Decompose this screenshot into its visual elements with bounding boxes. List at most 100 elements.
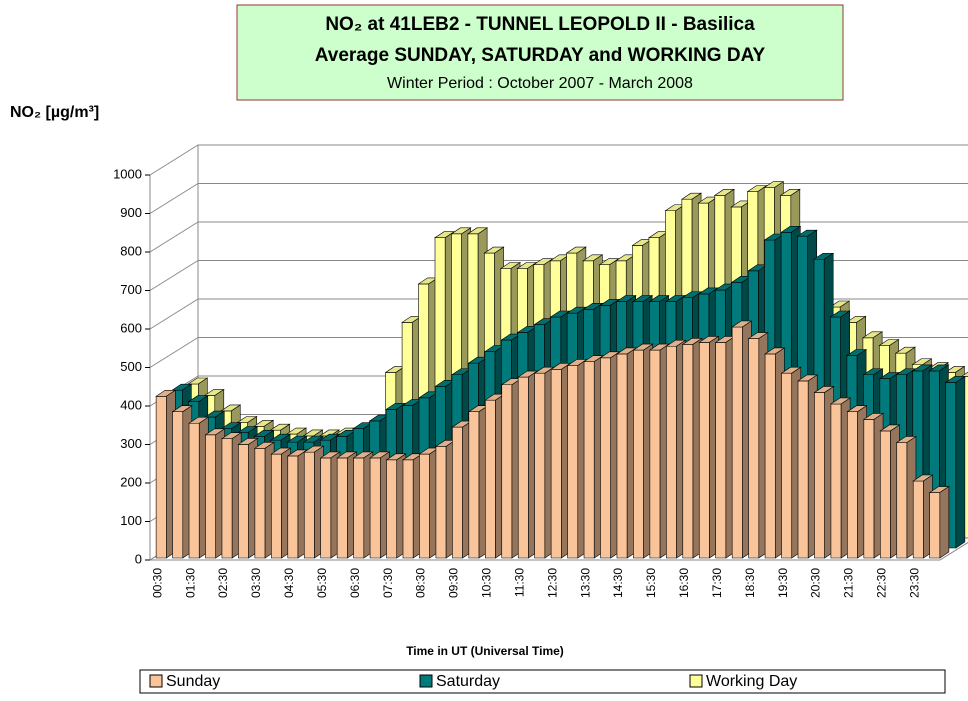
chart-title: NO₂ at 41LEB2 - TUNNEL LEOPOLD II - Basi… [325, 14, 755, 35]
bar-front [452, 426, 463, 559]
x-tick-label: 17:30 [710, 568, 724, 598]
y-tick-label: 1000 [113, 166, 142, 181]
y-tick-label: 0 [135, 551, 142, 566]
x-axis-title: Time in UT (Universal Time) [406, 644, 564, 658]
bar-front [567, 365, 579, 559]
x-tick-label: 08:30 [414, 568, 428, 598]
x-tick-label: 22:30 [875, 568, 889, 598]
bar-front [534, 372, 546, 559]
bar-front [303, 451, 315, 559]
bar-front [698, 342, 710, 559]
bar-front [616, 353, 628, 559]
x-tick-label: 05:30 [315, 568, 329, 598]
y-tick-label: 100 [120, 513, 142, 528]
bar-front [155, 395, 167, 559]
bar-front [254, 447, 266, 559]
bar-front [830, 403, 842, 559]
x-tick-label: 01:30 [183, 568, 197, 598]
bar-front [896, 442, 908, 559]
x-tick-label: 12:30 [545, 568, 559, 598]
bar [319, 451, 341, 559]
bar-front [715, 342, 727, 559]
x-tick-label: 09:30 [447, 568, 461, 598]
x-tick-label: 15:30 [644, 568, 658, 598]
x-tick-label: 02:30 [216, 568, 230, 598]
bar-front [221, 438, 233, 559]
bar-front [781, 372, 793, 559]
y-tick-label: 400 [120, 397, 142, 412]
bar-front [731, 326, 743, 559]
x-tick-label: 19:30 [776, 568, 790, 598]
x-tick-label: 04:30 [282, 568, 296, 598]
x-tick-label: 00:30 [150, 568, 164, 598]
bar-front [879, 430, 891, 559]
legend-label: Saturday [436, 673, 500, 690]
bar-front [666, 345, 677, 559]
bar-front [484, 399, 496, 559]
y-tick-label: 500 [120, 359, 142, 374]
bar-front [517, 376, 529, 559]
grid-line [149, 183, 199, 214]
legend-label: Working Day [706, 673, 797, 690]
bar [632, 343, 654, 559]
bar-front [649, 349, 661, 559]
bar-front [764, 353, 776, 559]
bar-front [188, 422, 200, 559]
x-tick-label: 07:30 [381, 568, 395, 598]
grid-line [149, 337, 199, 368]
bar-front [847, 411, 858, 559]
bar-side [955, 375, 966, 549]
x-tick-label: 14:30 [611, 568, 625, 598]
y-tick-label: 700 [120, 282, 142, 297]
bar [434, 439, 457, 559]
x-tick-label: 16:30 [677, 568, 691, 598]
x-tick-label: 11:30 [512, 568, 526, 597]
chart-subtitle: Average SUNDAY, SATURDAY and WORKING DAY [315, 45, 766, 66]
bar [928, 485, 950, 559]
bar-front [600, 357, 612, 559]
bar-front [320, 457, 332, 559]
bar-front [814, 392, 825, 559]
bar-front [682, 344, 694, 559]
grid-line [149, 144, 199, 176]
x-tick-label: 23:30 [907, 568, 921, 598]
bar-front [238, 444, 249, 559]
legend-swatch [419, 674, 433, 688]
bar-front [205, 434, 217, 559]
bar-front [501, 384, 513, 559]
bar-front [633, 349, 644, 559]
legend-label: Sunday [166, 673, 220, 690]
bar-front [468, 411, 480, 559]
x-tick-label: 13:30 [578, 568, 592, 598]
bar-front [550, 369, 562, 559]
bar-front [583, 361, 595, 559]
x-tick-label: 21:30 [842, 568, 856, 598]
bar-front [369, 457, 381, 559]
legend-swatch [689, 674, 703, 688]
bar-front [748, 338, 760, 559]
y-tick-label: 800 [120, 243, 142, 258]
bar-front [419, 453, 430, 559]
grid-line [149, 221, 199, 253]
legend-swatch [149, 674, 163, 688]
bar-front [336, 457, 348, 559]
x-tick-label: 06:30 [348, 568, 362, 598]
bar-front [863, 419, 875, 559]
bar-front [287, 455, 299, 559]
period: Winter Period : October 2007 - March 200… [387, 75, 693, 92]
bar-front [929, 492, 941, 559]
bar-front [172, 411, 184, 559]
y-tick-label: 200 [120, 474, 142, 489]
y-axis-title: NO₂ [µg/m³] [10, 104, 99, 121]
title-box [236, 4, 844, 101]
bar-front [435, 446, 447, 559]
bar [813, 385, 835, 559]
grid-line [149, 298, 199, 330]
x-tick-label: 20:30 [809, 568, 823, 598]
y-tick-label: 300 [120, 436, 142, 451]
bar-front [912, 480, 924, 559]
x-tick-label: 03:30 [249, 568, 263, 598]
y-tick-label: 900 [120, 205, 142, 220]
bar-front [402, 459, 414, 559]
